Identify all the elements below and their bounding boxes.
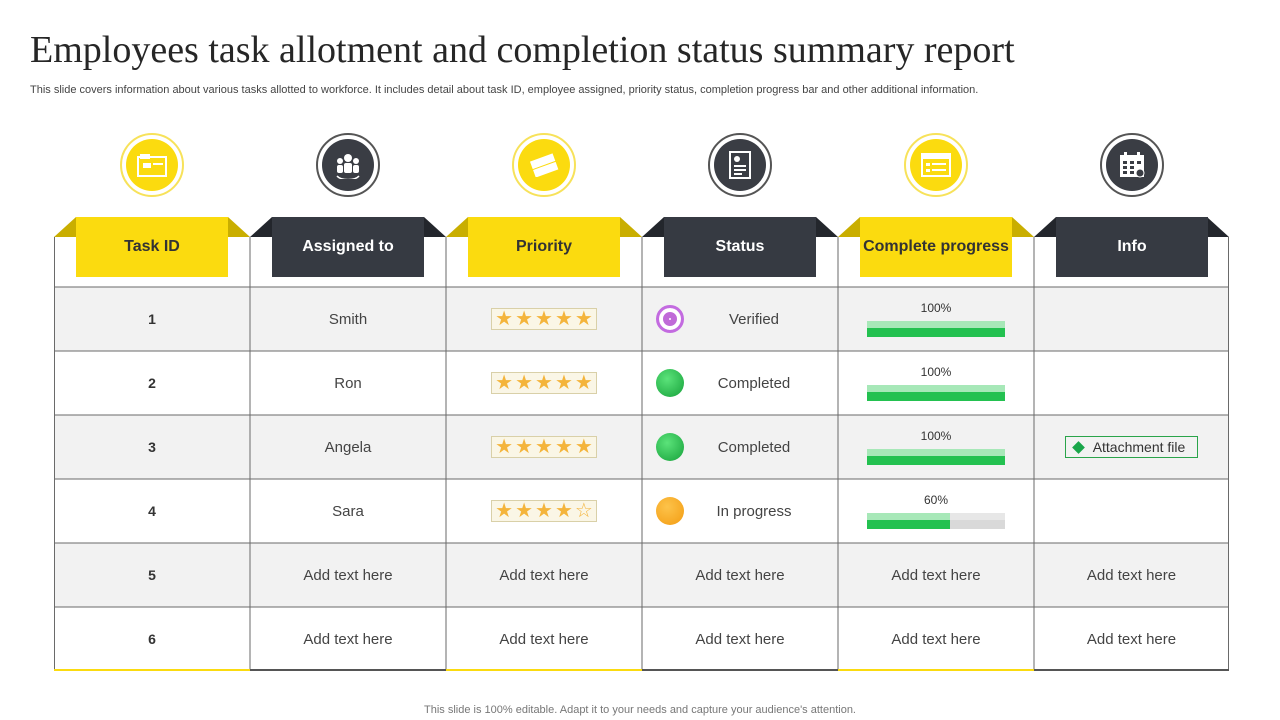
star-icon: ★ — [554, 436, 573, 458]
priority-text: Add text here — [499, 566, 589, 584]
star-icon: ★ — [574, 308, 593, 330]
star-icon: ★ — [495, 436, 514, 458]
attachment-file-link[interactable]: Attachment file — [1064, 436, 1199, 458]
footer-note: This slide is 100% editable. Adapt it to… — [424, 704, 856, 716]
status-text: Add text here — [695, 566, 785, 584]
star-icon: ★ — [554, 500, 573, 522]
star-icon: ★ — [535, 436, 553, 458]
completed-status-icon — [656, 433, 684, 461]
info-text: Add text here — [1086, 630, 1177, 648]
assigned-name: Angela — [324, 438, 372, 456]
task-id: 4 — [148, 503, 156, 519]
page-title: Employees task allotment and completion … — [30, 29, 1015, 71]
info-cell: Attachment file — [1034, 415, 1229, 479]
priority-text: Add text here — [499, 630, 589, 648]
progress-percent: 100% — [920, 301, 952, 315]
assigned-name: Add text here — [303, 630, 393, 648]
attachment-label: Attachment file — [1092, 439, 1186, 455]
header-task-id: Task ID — [76, 217, 228, 277]
progress-bar — [867, 513, 1005, 529]
star-icon: ★ — [574, 372, 593, 394]
empty-star-icon: ☆ — [574, 500, 593, 522]
document-icon — [708, 133, 772, 197]
info-cell — [1034, 351, 1229, 415]
assigned-name: Sara — [332, 502, 364, 520]
verified-status-icon — [656, 305, 684, 333]
progress-text: Add text here — [891, 566, 981, 584]
table-grid — [54, 217, 1229, 671]
info-cell — [1034, 287, 1229, 351]
assigned-name: Smith — [328, 310, 368, 328]
star-rating: ★ ★ ★ ★ ★ — [491, 308, 597, 330]
progress-text: Add text here — [891, 630, 981, 648]
progress-bar — [867, 385, 1005, 401]
header-status: Status — [664, 217, 816, 277]
priority-stars: ★ ★ ★ ★ ★ — [446, 287, 642, 351]
task-id: 1 — [148, 311, 156, 327]
page-subtitle: This slide covers information about vari… — [30, 84, 979, 96]
star-icon: ★ — [554, 308, 573, 330]
task-id: 6 — [148, 631, 156, 647]
star-icon: ★ — [495, 500, 514, 522]
in-progress-status-icon — [656, 497, 684, 525]
completed-status-icon — [656, 369, 684, 397]
priority-stars: ★ ★ ★ ★ ☆ — [446, 479, 642, 543]
star-icon: ★ — [515, 372, 534, 394]
progress-percent: 60% — [923, 493, 949, 507]
checklist-icon — [904, 133, 968, 197]
progress-percent: 100% — [920, 365, 952, 379]
assigned-name: Add text here — [303, 566, 393, 584]
star-rating: ★ ★ ★ ★ ☆ — [491, 500, 597, 522]
star-icon: ★ — [515, 308, 534, 330]
progress-bar — [867, 321, 1005, 337]
star-icon: ★ — [535, 308, 553, 330]
status-cell: Completed — [642, 351, 838, 415]
status-text: Add text here — [695, 630, 785, 648]
star-rating: ★ ★ ★ ★ ★ — [491, 372, 597, 394]
team-icon — [316, 133, 380, 197]
priority-stars: ★ ★ ★ ★ ★ — [446, 415, 642, 479]
priority-stars: ★ ★ ★ ★ ★ — [446, 351, 642, 415]
progress-bar — [867, 449, 1005, 465]
header-info: Info — [1056, 217, 1208, 277]
info-cell — [1034, 479, 1229, 543]
tag-icon — [512, 133, 576, 197]
star-icon: ★ — [515, 500, 534, 522]
progress-cell: 60% — [838, 479, 1034, 543]
star-icon: ★ — [554, 372, 573, 394]
progress-percent: 100% — [920, 429, 952, 443]
task-id: 2 — [148, 375, 156, 391]
task-id: 3 — [148, 439, 156, 455]
star-icon: ★ — [535, 500, 553, 522]
status-cell: Completed — [642, 415, 838, 479]
status-cell: In progress — [642, 479, 838, 543]
star-rating: ★ ★ ★ ★ ★ — [491, 436, 597, 458]
star-icon: ★ — [574, 436, 593, 458]
progress-cell: 100% — [838, 287, 1034, 351]
status-cell: Verified — [642, 287, 838, 351]
star-icon: ★ — [495, 372, 514, 394]
status-label: Completed — [717, 374, 791, 392]
assigned-name: Ron — [334, 374, 362, 392]
header-assigned-to: Assigned to — [272, 217, 424, 277]
status-label: Completed — [717, 438, 791, 456]
info-text: Add text here — [1086, 566, 1177, 584]
progress-cell: 100% — [838, 351, 1034, 415]
header-complete-progress: Complete progress — [860, 217, 1012, 277]
task-id: 5 — [148, 567, 156, 583]
progress-cell: 100% — [838, 415, 1034, 479]
status-label: In progress — [716, 502, 792, 520]
star-icon: ★ — [515, 436, 534, 458]
header-priority: Priority — [468, 217, 620, 277]
folder-icon — [120, 133, 184, 197]
status-label: Verified — [728, 310, 780, 328]
star-icon: ★ — [535, 372, 553, 394]
diamond-bullet-icon — [1071, 440, 1085, 454]
star-icon: ★ — [495, 308, 514, 330]
calendar-icon — [1100, 133, 1164, 197]
task-table: Task ID Assigned to Priority Status Comp… — [54, 215, 1229, 671]
